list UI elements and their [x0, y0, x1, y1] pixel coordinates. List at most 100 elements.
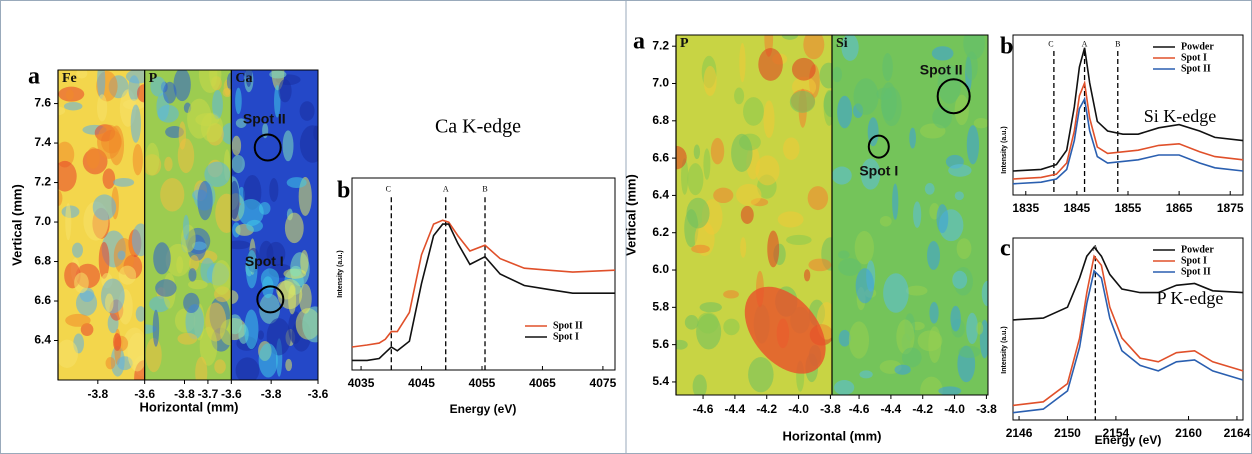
map-texture	[691, 244, 710, 254]
x-tick-label: -3.8	[261, 387, 282, 401]
map-texture	[758, 48, 783, 81]
map-texture	[269, 70, 287, 79]
map-texture	[681, 158, 689, 195]
map-texture	[96, 94, 108, 122]
map-texture	[313, 125, 318, 141]
spot-circle	[256, 285, 285, 314]
map-texture	[703, 148, 711, 180]
spot-circle	[867, 134, 890, 159]
map-texture	[58, 160, 77, 192]
panel-title: Si	[836, 36, 848, 51]
map-texture	[832, 166, 852, 185]
map-texture	[231, 135, 242, 156]
x-tick-label: 2164	[1224, 426, 1251, 440]
map-texture	[104, 293, 114, 313]
legend-label: Powder	[1181, 244, 1214, 255]
map-texture	[266, 241, 286, 266]
map-texture	[894, 364, 911, 375]
map-texture	[132, 143, 143, 176]
map-texture	[838, 258, 862, 276]
map-texture	[786, 234, 812, 246]
map-texture	[80, 323, 94, 336]
legend-label: Spot I	[553, 331, 579, 342]
x-tick-label: 2154	[1103, 426, 1130, 440]
map-texture	[163, 81, 177, 104]
map-texture	[173, 70, 191, 102]
x-tick-label: -4.0	[788, 402, 809, 416]
map-texture	[740, 205, 754, 224]
map-texture	[152, 309, 160, 347]
x-tick-label: -3.6	[221, 387, 242, 401]
spectrum-line	[1012, 269, 1244, 414]
map-texture	[199, 326, 218, 366]
x-tick-label: 4055	[469, 376, 496, 390]
y-tick-label: 7.2	[652, 38, 669, 52]
map-texture	[808, 258, 832, 272]
map-texture	[697, 312, 719, 334]
map-texture	[155, 279, 177, 297]
panel-title: P	[680, 36, 689, 51]
map-texture	[127, 332, 145, 372]
map-texture	[135, 306, 145, 322]
map-texture	[859, 370, 873, 379]
map-texture	[177, 332, 198, 345]
map-texture	[222, 87, 232, 98]
map-texture	[913, 201, 922, 228]
panel-title: Ca	[235, 71, 252, 86]
plot-frame	[1012, 237, 1244, 421]
map-texture	[157, 104, 179, 123]
map-texture	[231, 314, 243, 335]
map-texture	[286, 177, 307, 189]
y-tick-label: 6.6	[34, 293, 51, 307]
spectrum-line	[1012, 96, 1244, 185]
y-tick-label: 6.8	[34, 254, 51, 268]
map-texture	[791, 57, 816, 81]
map-texture	[63, 101, 83, 111]
map-texture	[723, 318, 740, 336]
map-texture	[687, 163, 704, 196]
map-texture	[948, 164, 972, 177]
x-tick-label: 1875	[1217, 201, 1244, 215]
map-texture	[245, 250, 258, 289]
map-texture	[937, 65, 962, 104]
legend-label: Spot II	[1181, 266, 1211, 277]
map-texture	[122, 99, 145, 110]
y-tick-label: 6.2	[652, 225, 669, 239]
map-texture	[854, 230, 874, 265]
map-texture	[183, 292, 200, 313]
map-texture	[882, 53, 893, 82]
map-texture	[260, 268, 280, 290]
map-texture	[981, 280, 988, 307]
map-texture	[76, 70, 88, 79]
map-texture	[713, 187, 734, 204]
map-texture	[284, 212, 304, 244]
map-texture	[789, 90, 816, 113]
legend-label: Powder	[1181, 41, 1214, 52]
spectrum-line	[351, 219, 616, 348]
y-tick-label: 6.8	[652, 113, 669, 127]
y-tick-label: 5.4	[652, 374, 669, 388]
map-texture	[118, 265, 137, 285]
map-texture	[183, 214, 190, 241]
x-axis-label: Horizontal (mm)	[140, 399, 239, 414]
map-texture	[954, 191, 964, 201]
map-texture	[245, 70, 253, 88]
spectrum-line	[1012, 254, 1244, 407]
map-texture	[781, 35, 799, 40]
map-texture	[743, 97, 764, 126]
map-border	[57, 69, 319, 381]
x-tick-label: -4.6	[693, 402, 714, 416]
map-texture	[102, 168, 116, 189]
map-texture	[966, 125, 980, 165]
map-texture	[832, 66, 843, 83]
map-texture	[145, 337, 162, 373]
x-tick-label: -4.4	[881, 402, 902, 416]
map-texture	[803, 269, 811, 282]
map-texture	[848, 321, 870, 359]
map-texture	[684, 315, 699, 330]
y-tick-label: 7.6	[34, 96, 51, 110]
spot-label: Spot II	[243, 110, 286, 126]
spot-label: Spot II	[920, 62, 963, 78]
y-axis-label: Intensity (a.u.)	[1001, 126, 1008, 173]
map-texture	[269, 178, 279, 202]
